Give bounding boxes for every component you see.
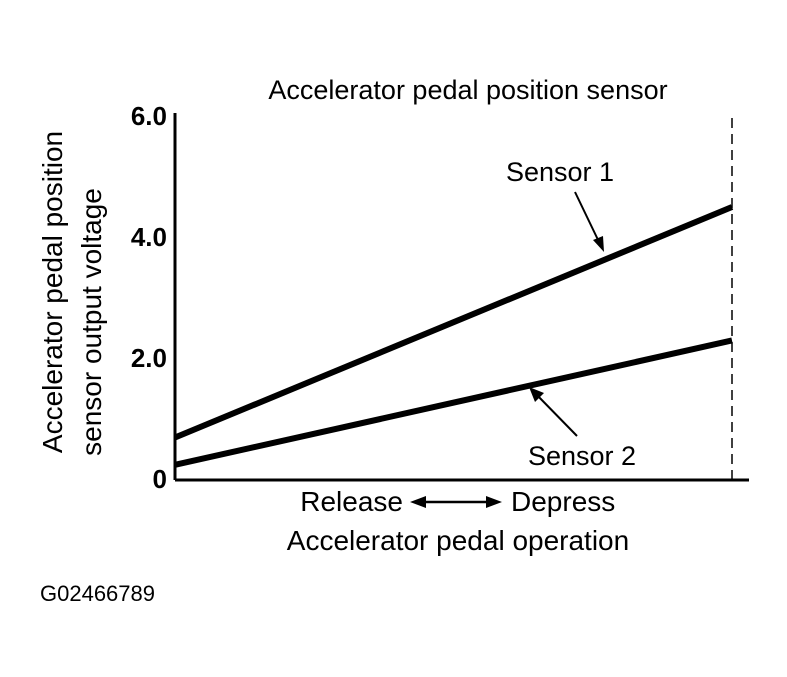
y-tick-label-2: 2.0 <box>131 343 167 373</box>
x-range-arrowhead-left <box>410 496 426 508</box>
chart-title: Accelerator pedal position sensor <box>268 75 667 105</box>
series-line-sensor-2 <box>174 337 733 468</box>
y-tick-label-4: 4.0 <box>131 222 167 252</box>
figure-id: G02466789 <box>40 581 155 606</box>
x-range-start-label: Release <box>300 486 403 517</box>
series-2-pointer <box>533 391 578 437</box>
series-line-sensor-1 <box>173 204 734 441</box>
y-axis-label-line-2: sensor output voltage <box>76 188 107 456</box>
x-axis-label: Accelerator pedal operation <box>287 525 629 556</box>
x-range-end-label: Depress <box>511 486 615 517</box>
y-axis-label-line-1: Accelerator pedal position <box>37 131 68 453</box>
series-label-sensor-1: Sensor 1 <box>506 157 614 187</box>
series-1-pointer <box>574 191 601 245</box>
series-1-pointer-arrowhead <box>593 236 604 252</box>
x-range-arrowhead-right <box>486 496 502 508</box>
series-2-pointer-arrowhead <box>529 387 544 402</box>
y-tick-label-0: 0 <box>153 464 167 494</box>
series-label-sensor-2: Sensor 2 <box>528 441 636 471</box>
y-tick-label-6: 6.0 <box>131 101 167 131</box>
